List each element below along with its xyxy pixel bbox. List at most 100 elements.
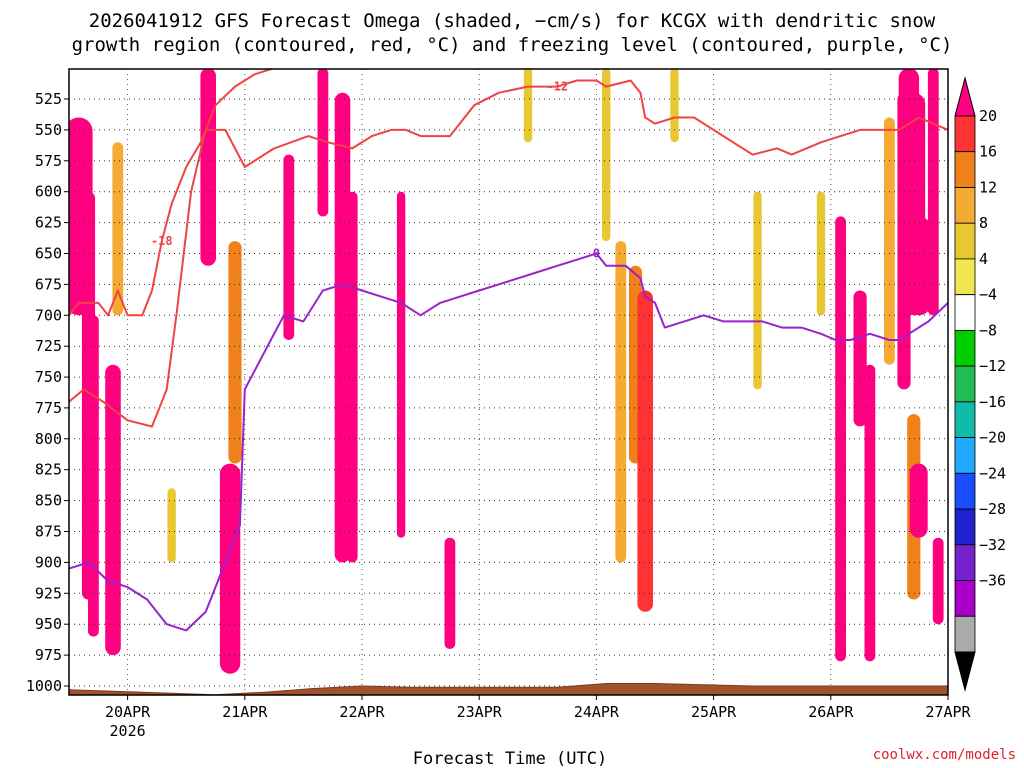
- x-tick-label-6: 26APR: [808, 703, 854, 721]
- y-tick-label-11: 800: [35, 430, 62, 448]
- colorbar-segment-3: [954, 222, 976, 260]
- y-tick-label-2: 575: [35, 152, 62, 170]
- colorbar-segment-14: [954, 615, 976, 653]
- omega-blob-11: [334, 92, 351, 563]
- colorbar-label-1: 16: [979, 143, 997, 161]
- y-tick-label-8: 725: [35, 337, 62, 355]
- plot-area: -12 -18 0: [68, 68, 949, 696]
- colorbar-segment-6: [954, 329, 976, 367]
- colorbar-label-10: −24: [979, 464, 1006, 482]
- omega-blob-21: [753, 191, 762, 390]
- omega-blob-20: [670, 69, 679, 143]
- x-axis-label: Forecast Time (UTC): [413, 749, 607, 768]
- colorbar-label-6: −8: [979, 321, 997, 339]
- omega-blob-30: [906, 216, 932, 316]
- x-tick-label-5: 25APR: [691, 703, 737, 721]
- colorbar-segment-9: [954, 437, 976, 474]
- chart-title-line-2: growth region (contoured, red, °C) and f…: [72, 34, 953, 56]
- y-tick-label-7: 700: [35, 306, 62, 324]
- x-tick-year-label: 2026: [110, 722, 146, 740]
- colorbar-label-7: −12: [979, 357, 1006, 375]
- colorbar-label-13: −36: [979, 572, 1006, 590]
- contour-line-0: [69, 79, 948, 428]
- y-tick-label-14: 875: [35, 523, 62, 541]
- colorbar-label-3: 8: [979, 214, 988, 232]
- omega-blob-19: [637, 290, 653, 612]
- colorbar-segment-8: [954, 401, 976, 438]
- omega-blob-3: [105, 364, 121, 656]
- omega-blob-5: [167, 488, 176, 563]
- colorbar-label-5: −4: [979, 286, 997, 304]
- omega-blob-33: [927, 69, 939, 316]
- omega-blob-8: [228, 241, 242, 464]
- omega-blob-25: [864, 364, 876, 662]
- omega-blob-26: [884, 117, 895, 365]
- colorbar-label-12: −32: [979, 536, 1006, 554]
- contours: -12 -18 0: [69, 69, 948, 632]
- colorbar-label-11: −28: [979, 500, 1006, 518]
- omega-blob-15: [523, 69, 533, 143]
- colorbar-segment-4: [954, 258, 976, 295]
- omega-blob-32: [909, 463, 928, 538]
- chart-title-line-1: 2026041912 GFS Forecast Omega (shaded, −…: [89, 10, 936, 32]
- y-tick-label-4: 625: [35, 214, 62, 232]
- colorbar-segment-11: [954, 508, 976, 546]
- omega-blob-22: [816, 191, 826, 316]
- y-tick-label-19: 1000: [26, 677, 62, 695]
- x-tick-label-0: 20APR: [105, 703, 151, 721]
- colorbar-label-2: 12: [979, 179, 997, 197]
- contour-label-0: -12: [546, 80, 568, 94]
- omega-blob-7: [219, 463, 241, 674]
- contour-label-1: -18: [151, 234, 173, 248]
- contour-label-2: 0: [593, 247, 600, 261]
- x-tick-label-2: 22APR: [339, 703, 385, 721]
- colorbar-segment-10: [954, 472, 976, 510]
- omega-blob-23: [835, 216, 846, 662]
- contour-line-1: [69, 69, 275, 317]
- colorbar-top-triangle: [954, 76, 976, 117]
- colorbar-segment-12: [954, 544, 976, 581]
- y-tick-label-3: 600: [35, 183, 62, 201]
- omega-blob-34: [932, 537, 944, 625]
- omega-blob-17: [615, 241, 627, 563]
- y-tick-label-15: 900: [35, 553, 62, 571]
- colorbar-label-8: −16: [979, 393, 1006, 411]
- y-tick-label-13: 850: [35, 492, 62, 510]
- x-tick-label-4: 24APR: [574, 703, 620, 721]
- contour-line-2: [69, 252, 948, 632]
- colorbar-segment-2: [954, 187, 976, 224]
- plot-frame: [68, 68, 949, 696]
- omega-blob-10: [317, 69, 329, 217]
- y-tick-label-5: 650: [35, 245, 62, 263]
- y-tick-label-1: 550: [35, 121, 62, 139]
- x-tick-label-1: 21APR: [222, 703, 268, 721]
- y-tick-label-6: 675: [35, 275, 62, 293]
- omega-blob-12: [346, 191, 358, 563]
- colorbar-label-0: 20: [979, 107, 997, 125]
- omega-blob-16: [602, 69, 611, 242]
- y-tick-label-0: 525: [35, 90, 62, 108]
- x-tick-label-3: 23APR: [457, 703, 503, 721]
- x-tick-label-7: 27APR: [925, 703, 971, 721]
- omega-blob-2: [88, 315, 99, 637]
- colorbar-segment-13: [954, 580, 976, 617]
- colorbar-segment-5: [954, 294, 976, 331]
- colorbar: 20 16 12 8 4 −4 −8 −12 −16 −20 −24 −28 −32 −36: [954, 76, 1006, 692]
- omega-blob-4: [112, 142, 124, 316]
- y-tick-label-17: 950: [35, 615, 62, 633]
- colorbar-segment-0: [954, 115, 976, 153]
- y-tick-label-16: 925: [35, 584, 62, 602]
- colorbar-segment-1: [954, 151, 976, 188]
- omega-blob-6: [200, 69, 216, 266]
- omega-blob-9: [283, 154, 295, 340]
- colorbar-bottom-triangle: [954, 651, 976, 692]
- colorbar-segment-7: [954, 365, 976, 403]
- colorbar-label-9: −20: [979, 429, 1006, 447]
- y-tick-label-10: 775: [35, 399, 62, 417]
- colorbar-label-4: 4: [979, 250, 988, 268]
- y-tick-label-9: 750: [35, 368, 62, 386]
- credit-link[interactable]: coolwx.com/models: [873, 747, 1016, 763]
- y-tick-label-18: 975: [35, 646, 62, 664]
